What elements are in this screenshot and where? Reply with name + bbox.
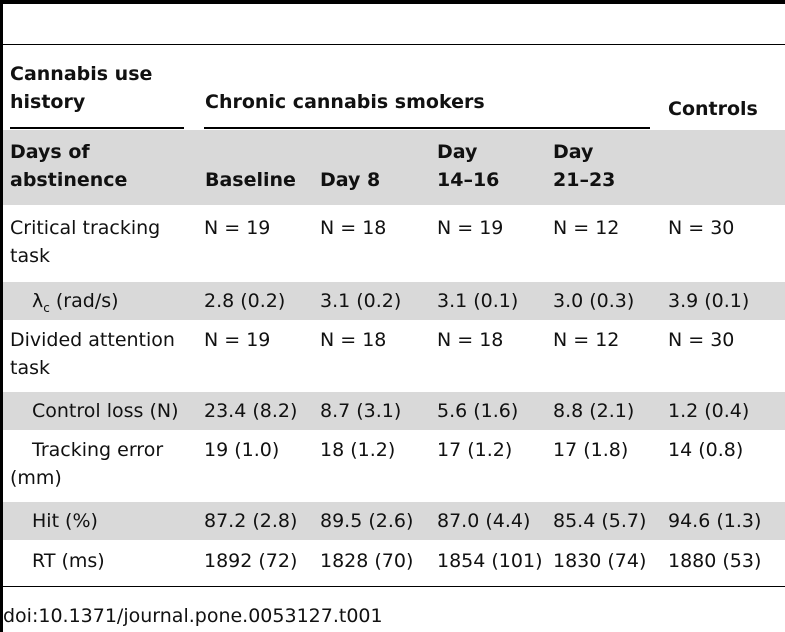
cell-divided-day14: N = 18 — [437, 329, 504, 351]
cell-tracking-error-day14: 17 (1.2) — [437, 439, 513, 461]
header-cannabis-history: Cannabis use history — [10, 60, 180, 116]
header-underline-smokers — [204, 127, 650, 129]
cell-hit-baseline: 87.2 (2.8) — [204, 510, 298, 532]
cell-divided-day8: N = 18 — [320, 329, 387, 351]
row-band-lambda — [3, 282, 785, 320]
cell-critical-day14: N = 19 — [437, 217, 504, 239]
lambda-unit: (rad/s) — [49, 290, 119, 312]
cell-hit-day14: 87.0 (4.4) — [437, 510, 531, 532]
header-days-abstinence-text: Days of abstinence — [10, 141, 128, 191]
doi-caption: doi:10.1371/journal.pone.0053127.t001 — [3, 605, 383, 627]
cell-rt-day8: 1828 (70) — [320, 550, 414, 572]
cell-control-loss-day21: 8.8 (2.1) — [553, 400, 635, 422]
cell-divided-controls: N = 30 — [668, 329, 735, 351]
header-baseline: Baseline — [205, 169, 296, 191]
cell-control-loss-day14: 5.6 (1.6) — [437, 400, 519, 422]
column-header-band — [3, 130, 785, 205]
row-label-lambda: λc (rad/s) — [32, 287, 119, 322]
cell-critical-controls: N = 30 — [668, 217, 735, 239]
cell-lambda-day21: 3.0 (0.3) — [553, 290, 635, 312]
cell-tracking-error-day21: 17 (1.8) — [553, 439, 629, 461]
cell-divided-day21: N = 12 — [553, 329, 620, 351]
cell-rt-day21: 1830 (74) — [553, 550, 647, 572]
cell-hit-day8: 89.5 (2.6) — [320, 510, 414, 532]
cell-critical-baseline: N = 19 — [204, 217, 271, 239]
cell-lambda-controls: 3.9 (0.1) — [668, 290, 750, 312]
cell-tracking-error-baseline: 19 (1.0) — [204, 439, 280, 461]
cell-divided-baseline: N = 19 — [204, 329, 271, 351]
header-day14: Day 14–16 — [437, 138, 517, 194]
row-label-rt: RT (ms) — [32, 550, 105, 572]
cell-hit-controls: 94.6 (1.3) — [668, 510, 762, 532]
header-day21-text: Day 21–23 — [553, 141, 616, 191]
cell-tracking-error-day8: 18 (1.2) — [320, 439, 396, 461]
table-bottom-rule — [3, 586, 785, 587]
row-band-hit — [3, 502, 785, 540]
cell-critical-day8: N = 18 — [320, 217, 387, 239]
header-day14-text: Day 14–16 — [437, 141, 500, 191]
cell-lambda-baseline: 2.8 (0.2) — [204, 290, 286, 312]
lambda-subscript: c — [43, 300, 50, 315]
header-chronic-smokers: Chronic cannabis smokers — [205, 91, 485, 113]
cell-lambda-day14: 3.1 (0.1) — [437, 290, 519, 312]
cell-rt-baseline: 1892 (72) — [204, 550, 298, 572]
cell-control-loss-baseline: 23.4 (8.2) — [204, 400, 298, 422]
row-label-tracking-error: Tracking error (mm) — [10, 439, 164, 489]
row-label-critical-tracking: Critical tracking task — [10, 217, 161, 267]
cell-critical-day21: N = 12 — [553, 217, 620, 239]
table-header-rule — [3, 44, 785, 45]
header-day21: Day 21–23 — [553, 138, 633, 194]
lambda-symbol: λ — [32, 290, 44, 312]
header-cannabis-history-text: Cannabis use history — [10, 63, 153, 113]
row-label-hit: Hit (%) — [32, 510, 98, 532]
cell-tracking-error-controls: 14 (0.8) — [668, 439, 744, 461]
row-band-control-loss — [3, 392, 785, 430]
cell-lambda-day8: 3.1 (0.2) — [320, 290, 402, 312]
row-label-divided-attention: Divided attention task — [10, 329, 175, 379]
cell-rt-controls: 1880 (53) — [668, 550, 762, 572]
header-days-abstinence: Days of abstinence — [10, 138, 180, 194]
cell-rt-day14: 1854 (101) — [437, 550, 543, 572]
left-border — [0, 0, 3, 632]
table-top-rule — [3, 0, 785, 4]
cell-control-loss-day8: 8.7 (3.1) — [320, 400, 402, 422]
cell-control-loss-controls: 1.2 (0.4) — [668, 400, 750, 422]
header-day8: Day 8 — [320, 169, 381, 191]
row-label-control-loss: Control loss (N) — [32, 400, 179, 422]
header-underline-history — [10, 127, 184, 129]
cell-hit-day21: 85.4 (5.7) — [553, 510, 647, 532]
header-controls: Controls — [668, 98, 758, 120]
